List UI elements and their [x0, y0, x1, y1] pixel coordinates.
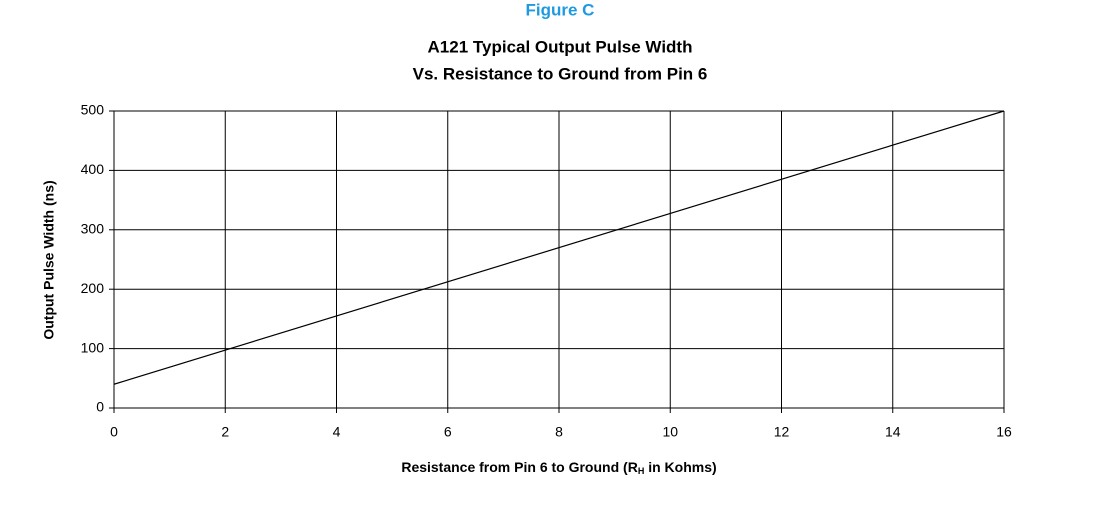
y-tick-label: 400	[81, 161, 105, 177]
y-tick-label: 200	[81, 280, 105, 296]
x-tick-label: 4	[333, 424, 341, 440]
x-tick-label: 10	[662, 424, 678, 440]
x-tick-label: 16	[996, 424, 1012, 440]
x-tick-label: 2	[221, 424, 229, 440]
x-label-subscript: H	[638, 466, 645, 476]
x-tick-label: 6	[444, 424, 452, 440]
data-line	[113, 110, 1005, 385]
y-axis-label: Output Pulse Width (ns)	[41, 180, 57, 339]
chart-subtitle: Vs. Resistance to Ground from Pin 6	[413, 64, 708, 83]
x-label-text: Resistance from Pin 6 to Ground (R	[401, 459, 637, 475]
y-tick-label: 100	[81, 339, 105, 355]
x-axis-label: Resistance from Pin 6 to Ground (RH in K…	[401, 459, 716, 477]
x-label-text: in Kohms)	[644, 459, 716, 475]
chart-title: A121 Typical Output Pulse Width	[428, 37, 693, 56]
y-tick-label: 300	[81, 221, 105, 237]
figure-label: Figure C	[526, 0, 595, 19]
x-tick-label: 0	[110, 424, 118, 440]
x-tick-label: 8	[555, 424, 563, 440]
y-tick-label: 500	[81, 102, 105, 118]
y-tick-label: 0	[96, 399, 104, 415]
x-tick-label: 14	[885, 424, 901, 440]
x-tick-label: 12	[774, 424, 790, 440]
